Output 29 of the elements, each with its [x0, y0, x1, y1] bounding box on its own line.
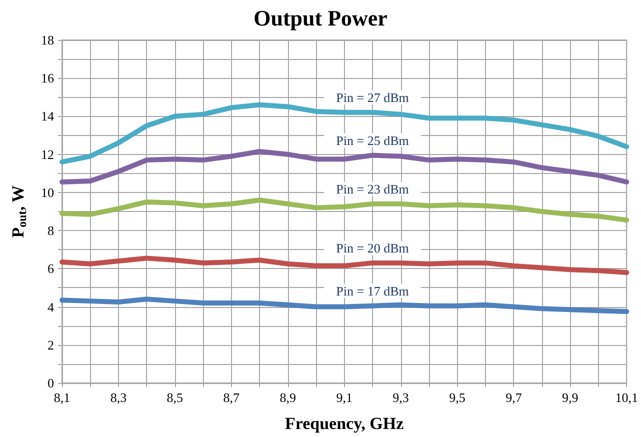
series-label: Pin = 20 dBm: [336, 240, 409, 256]
x-tick-label: 8,7: [223, 390, 240, 405]
y-tick-label: 10: [41, 184, 54, 200]
y-tick-label: 8: [48, 223, 54, 238]
x-tick-label: 8,9: [280, 390, 296, 405]
series-label: Pin = 17 dBm: [336, 283, 409, 298]
y-tick-label: 16: [41, 70, 54, 86]
x-tick-label: 9,3: [392, 390, 409, 405]
x-tick-label: 8,5: [166, 390, 184, 405]
x-tick-label: 8,1: [54, 390, 70, 405]
series-label: Pin = 27 dBm: [336, 90, 409, 105]
x-tick-label: 9,1: [336, 390, 352, 405]
y-tick-label: 0: [48, 376, 54, 390]
chart-title: Output Power: [254, 6, 388, 30]
x-tick-label: 9,7: [506, 390, 522, 405]
y-tick-label: 18: [41, 32, 54, 48]
y-tick-label: 4: [48, 299, 54, 314]
y-tick-label: 2: [48, 337, 54, 352]
x-tick-label: 8,3: [110, 390, 127, 405]
y-tick-label: 12: [41, 146, 54, 162]
series-label: Pin = 23 dBm: [336, 181, 409, 196]
y-tick-label: 6: [48, 261, 54, 276]
x-axis-title: Frequency, GHz: [284, 414, 404, 433]
x-tick-label: 10,1: [615, 390, 638, 405]
x-tick-label: 9,5: [449, 390, 466, 405]
x-tick-label: 9,9: [562, 390, 578, 405]
y-tick-label: 14: [41, 108, 54, 124]
y-axis-title: Pout, W: [8, 185, 29, 238]
series-label: Pin = 25 dBm: [336, 132, 409, 148]
